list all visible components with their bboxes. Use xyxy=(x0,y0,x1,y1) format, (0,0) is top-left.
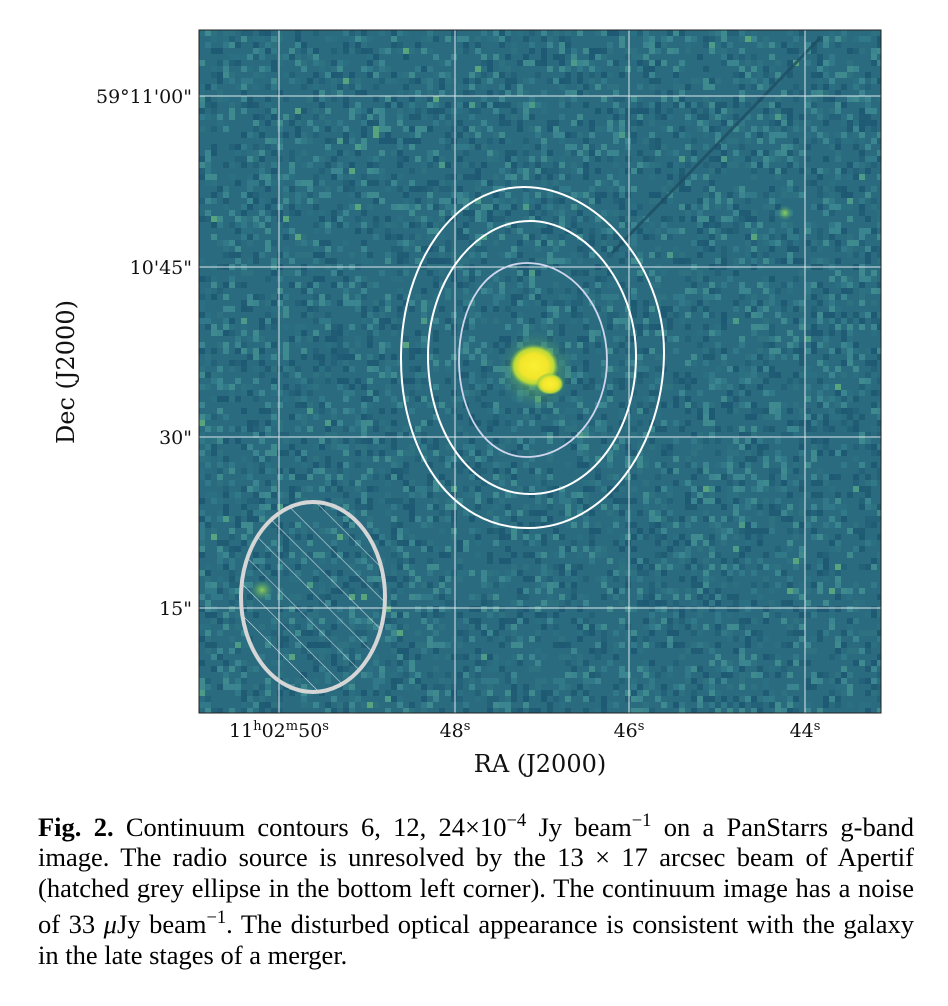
plot-frame xyxy=(198,29,882,714)
y-tick-label: 30" xyxy=(159,427,192,449)
x-tick-label: 48s xyxy=(440,719,471,742)
caption-segment: on a PanStarrs g-band image. The radio s… xyxy=(38,811,914,940)
contour-middle xyxy=(426,219,638,496)
caption-segment: Jy beam xyxy=(116,909,207,940)
y-tick-label: 10'45" xyxy=(130,257,192,279)
caption-segment: Continuum contours 6, 12, 24×10 xyxy=(113,811,507,842)
faint-source xyxy=(777,205,793,221)
caption-segment: −1 xyxy=(206,907,227,929)
figure-plot: 59°11'00" 10'45" 30" 15" 11h02m50s 48s 4… xyxy=(52,29,882,778)
caption-label: Fig. 2. xyxy=(38,811,114,842)
caption-segment: . The disturbed optical appearance is co… xyxy=(38,909,915,970)
x-tick-label: 11h02m50s xyxy=(229,719,329,742)
caption-segment: μ xyxy=(103,909,117,940)
x-axis-label: RA (J2000) xyxy=(474,750,606,778)
figure-caption: Fig. 2. Continuum contours 6, 12, 24×10−… xyxy=(38,806,914,970)
y-axis-label: Dec (J2000) xyxy=(52,300,80,444)
galaxy-tail xyxy=(536,373,564,395)
contour-inner xyxy=(458,262,608,458)
beam-ellipse xyxy=(239,500,387,694)
contours xyxy=(399,185,666,530)
diagonal-streak xyxy=(610,36,822,255)
x-tick-label: 44s xyxy=(790,719,821,742)
contour-outer xyxy=(399,185,666,530)
caption-segment: −4 xyxy=(506,810,527,831)
y-tick-label: 15" xyxy=(159,598,192,620)
caption-text: Continuum contours 6, 12, 24×10−4 Jy bea… xyxy=(38,810,915,970)
y-tick-label: 59°11'00" xyxy=(96,86,192,108)
caption-segment: −1 xyxy=(631,810,652,831)
caption-segment: Jy beam xyxy=(526,811,632,842)
x-tick-label: 46s xyxy=(614,719,645,742)
